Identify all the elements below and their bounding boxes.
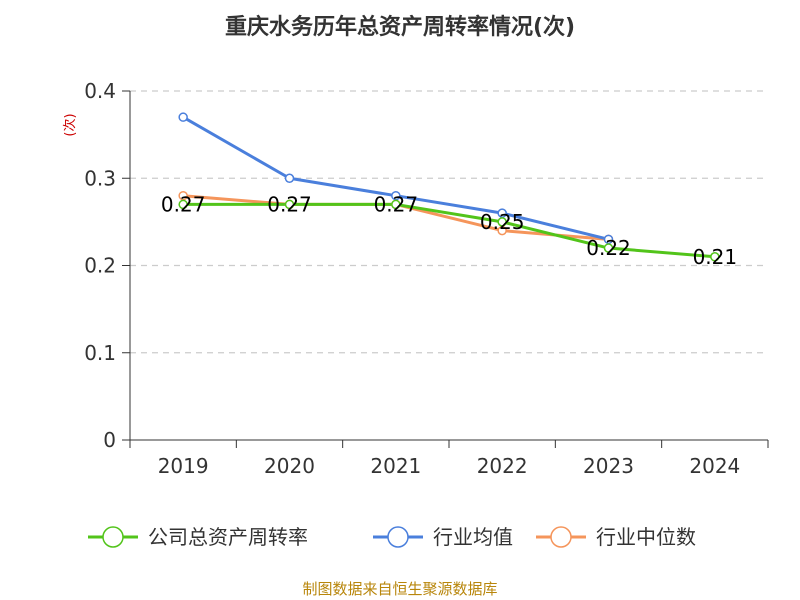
- data-point: [178, 112, 188, 122]
- y-tick-label: 0: [103, 428, 116, 452]
- data-labels: 0.27 0.27 0.27 0.25 0.22 0.21: [161, 192, 737, 268]
- data-point: [391, 199, 401, 210]
- x-tick-label: 2019: [158, 454, 209, 478]
- x-tick-label: 2020: [264, 454, 315, 478]
- data-point: [284, 173, 295, 183]
- data-point: [178, 199, 188, 210]
- data-point: [603, 243, 614, 253]
- x-tick-label: 2021: [370, 454, 421, 478]
- legend-label: 公司总资产周转率: [148, 525, 308, 549]
- chart-title: 重庆水务历年总资产周转率情况(次): [225, 14, 575, 40]
- grid-lines: [130, 90, 768, 354]
- y-axis-label: (次): [62, 113, 78, 136]
- data-label: 0.27: [161, 192, 206, 216]
- axes: 0 0.1 0.2 0.3 0.4 2019 2020 2021 2022 2023 2024: [84, 79, 769, 478]
- legend-marker: [550, 526, 572, 548]
- data-point: [710, 252, 720, 262]
- data-point: [284, 199, 295, 210]
- x-tick-label: 2023: [583, 454, 634, 478]
- data-label: 0.27: [267, 192, 312, 216]
- legend-label: 行业均值: [433, 525, 513, 549]
- legend-marker: [102, 526, 124, 548]
- y-tick-label: 0.1: [84, 341, 116, 365]
- legend[interactable]: 公司总资产周转率 行业均值 行业中位数: [88, 525, 696, 549]
- data-point: [497, 217, 507, 227]
- data-label: 0.21: [693, 245, 738, 269]
- y-tick-label: 0.2: [84, 254, 116, 278]
- x-tick-label: 2022: [477, 454, 528, 478]
- data-label: 0.27: [374, 192, 419, 216]
- legend-item-0[interactable]: 公司总资产周转率: [88, 525, 308, 549]
- legend-marker: [387, 526, 409, 548]
- y-tick-label: 0.4: [84, 79, 116, 103]
- data-label: 0.22: [586, 236, 631, 260]
- data-label: 0.25: [480, 210, 525, 234]
- legend-label: 行业中位数: [596, 525, 696, 549]
- x-tick-label: 2024: [689, 454, 740, 478]
- series-group: [178, 112, 720, 262]
- legend-item-2[interactable]: 行业中位数: [536, 525, 696, 549]
- y-tick-label: 0.3: [84, 166, 116, 190]
- series-line-0: [183, 202, 715, 259]
- source-note: 制图数据来自恒生聚源数据库: [302, 580, 497, 598]
- legend-item-1[interactable]: 行业均值: [373, 525, 513, 549]
